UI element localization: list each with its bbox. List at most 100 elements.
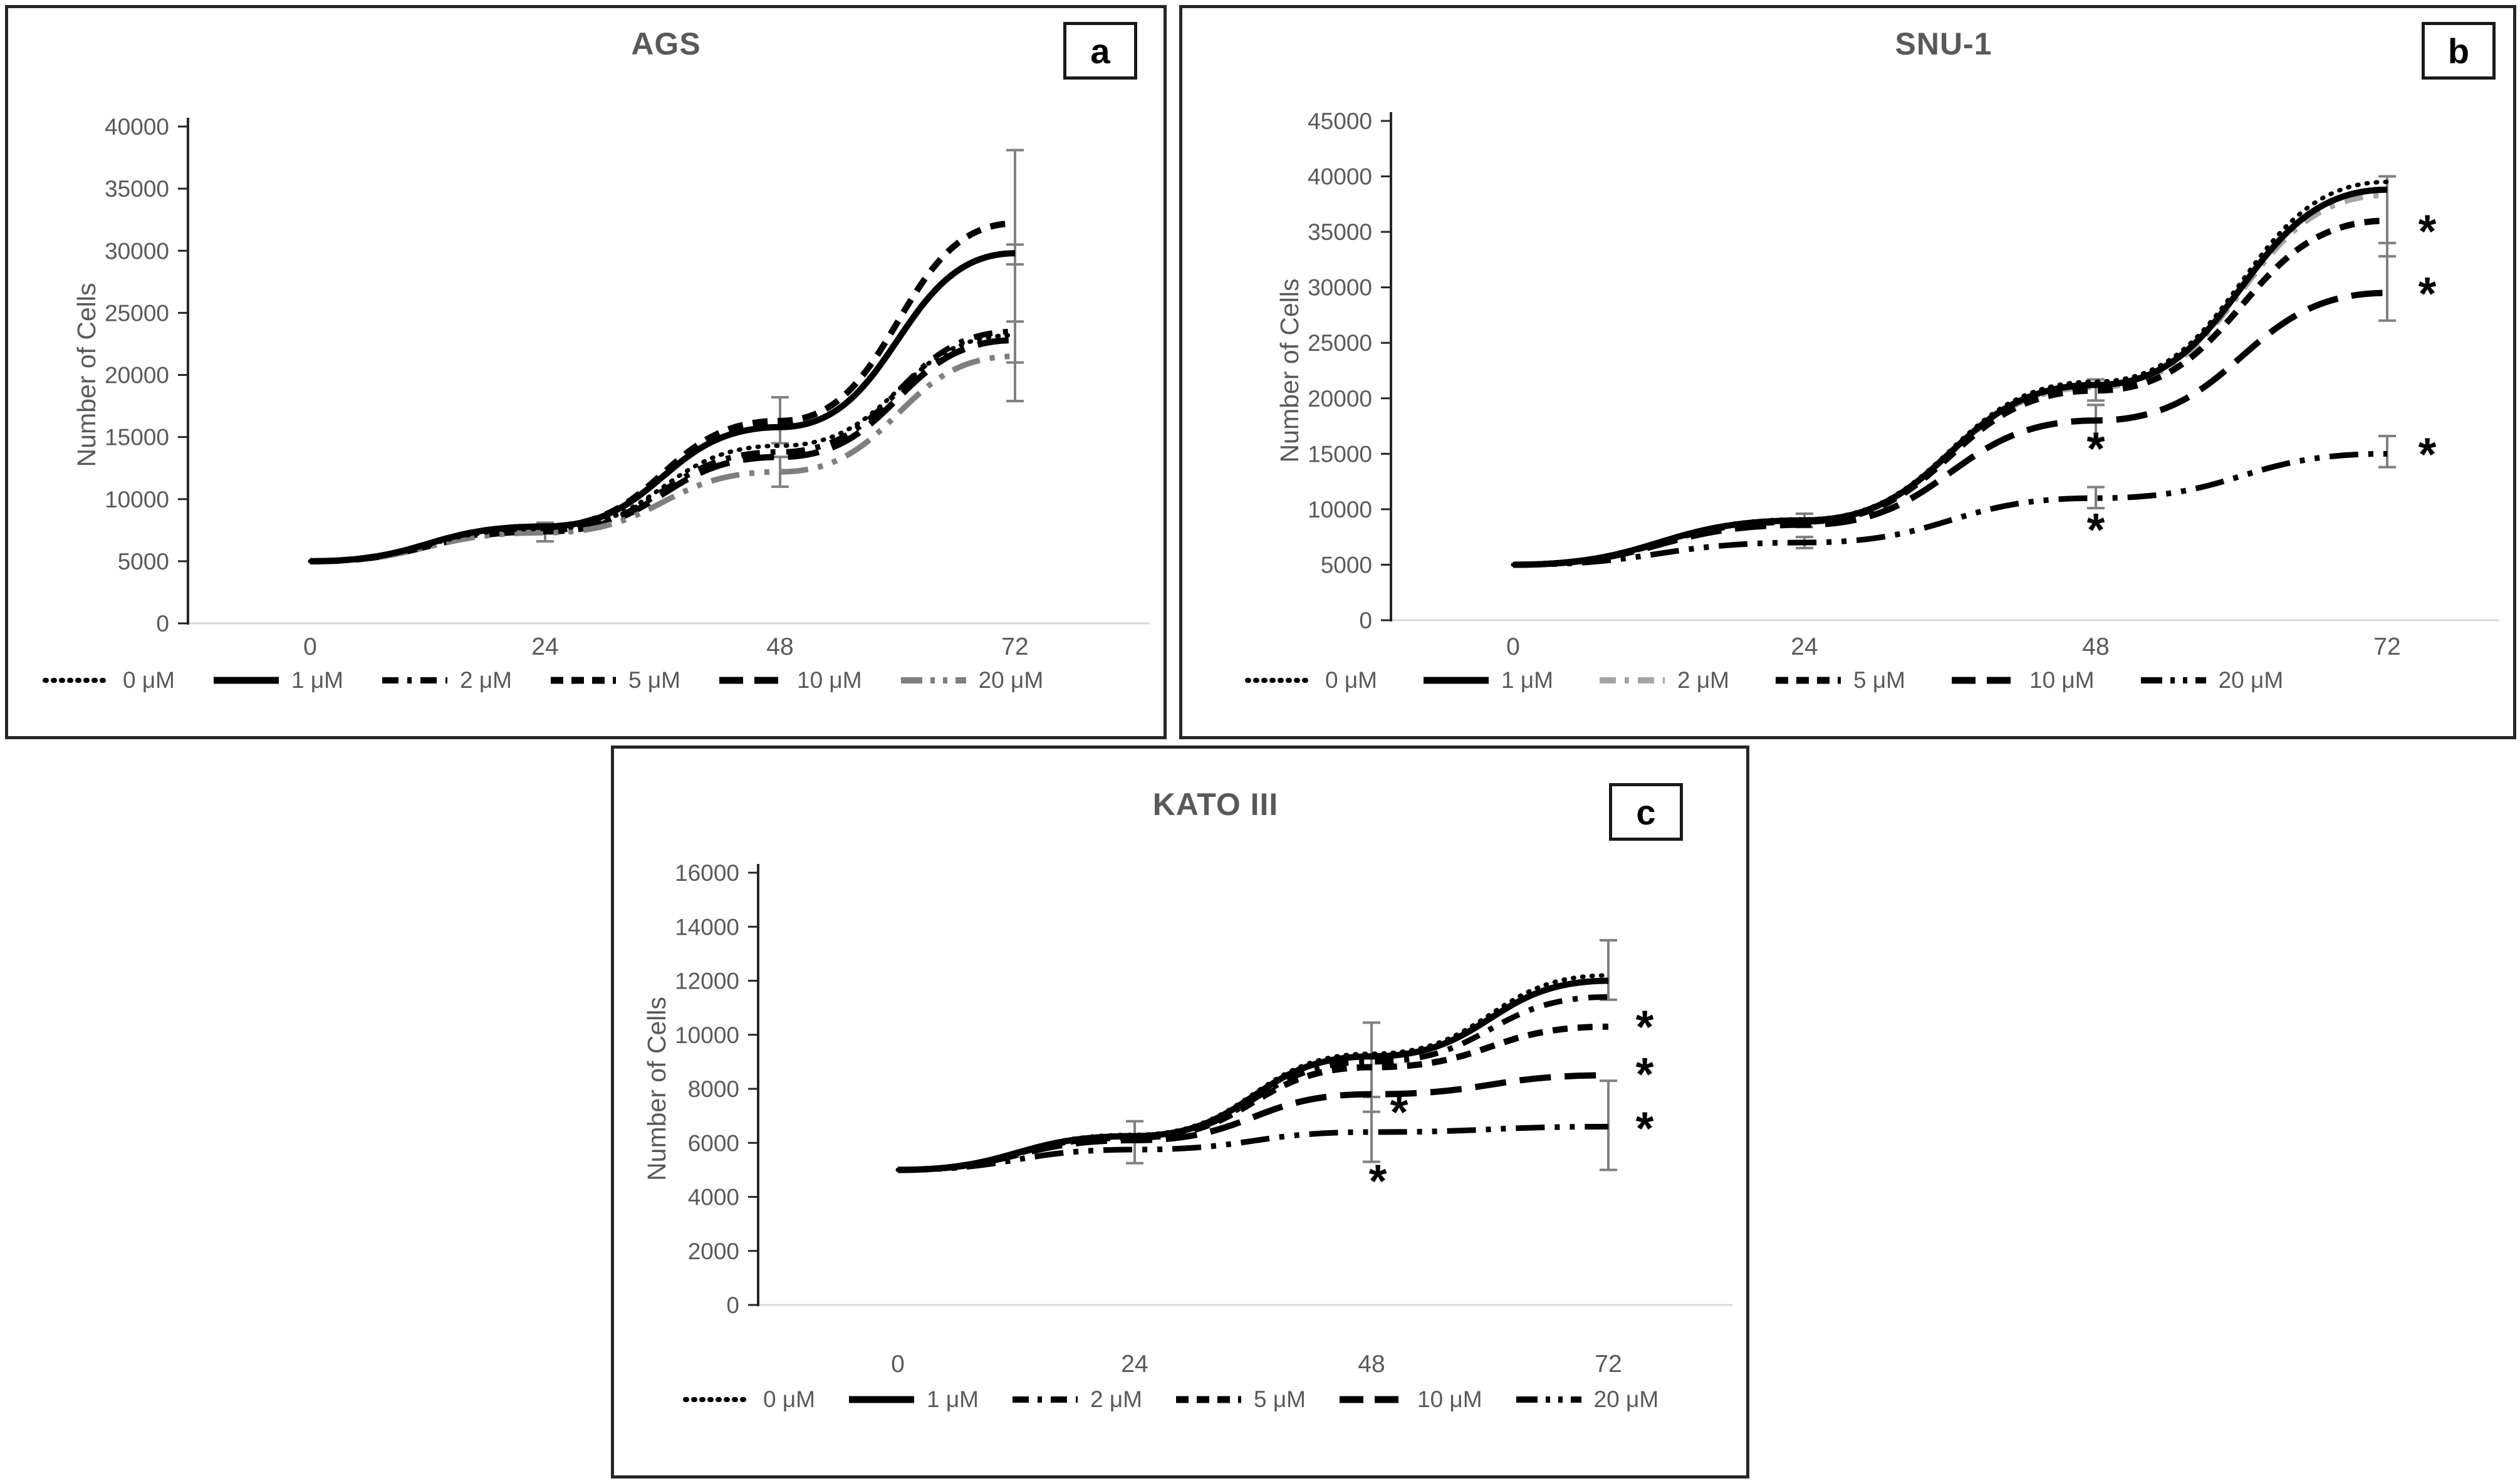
legend-item: 5 μM xyxy=(548,667,680,694)
legend-label: 1 μM xyxy=(291,667,343,693)
y-tick-label: 8000 xyxy=(688,1076,739,1102)
series-lines xyxy=(895,973,1611,1173)
x-tick-label: 48 xyxy=(1358,1351,1385,1378)
y-tick-label: 30000 xyxy=(1308,275,1372,301)
series-line-20μM xyxy=(310,353,1016,564)
y-tick-label: 0 xyxy=(726,1292,739,1318)
y-tick-label: 12000 xyxy=(675,969,739,994)
y-tick-label: 5000 xyxy=(118,549,169,574)
x-axis-labels: 0 24 48 72 xyxy=(1506,633,2401,660)
legend-label: 20 μM xyxy=(1593,1386,1659,1412)
y-tick-label: 4000 xyxy=(688,1185,739,1210)
x-tick-label: 0 xyxy=(891,1351,905,1378)
y-tick-label: 35000 xyxy=(105,176,169,202)
legend-label: 20 μM xyxy=(2218,667,2284,693)
legend-a: 0 μM 1 μM 2 μM 5 μM 10 μM 20 μM xyxy=(43,667,1080,694)
x-tick-label: 72 xyxy=(1595,1351,1622,1378)
legend-item: 0 μM xyxy=(43,667,175,694)
panel-snu1: SNU-1 b 0 5000 10000 15000 20000 25000 30000 35… xyxy=(1179,5,2516,739)
series-line-5μM xyxy=(897,1023,1609,1173)
series-line-5μM xyxy=(310,220,1016,564)
legend-swatch-dashed xyxy=(551,677,616,684)
legend-label: 10 μM xyxy=(797,667,862,693)
legend-item: 10 μM xyxy=(717,667,862,694)
series-line-20μM xyxy=(1513,450,2388,568)
legend-swatch-solid xyxy=(1424,677,1489,684)
legend-swatch-dashed xyxy=(1776,677,1841,684)
panel-letter-a: a xyxy=(1063,22,1137,80)
line-chart-c: 0 2000 4000 6000 8000 10000 12000 14000 16000 0 24… xyxy=(642,860,1732,1378)
panel-kato3: KATO III c 0 2000 4000 6000 8000 10000 12000 14… xyxy=(611,746,1749,1478)
y-tick-label: 0 xyxy=(1359,608,1372,633)
y-tick-label: 14000 xyxy=(675,914,739,940)
legend-item: 10 μM xyxy=(1949,667,2095,694)
y-axis-title: Number of Cells xyxy=(72,283,101,467)
y-tick-label: 5000 xyxy=(1321,552,1372,578)
asterisk-marker: * xyxy=(2418,429,2437,481)
legend-c: 0 μM 1 μM 2 μM 5 μM 10 μM 20 μM xyxy=(683,1386,1690,1413)
series-lines xyxy=(1511,179,2390,568)
x-tick-label: 24 xyxy=(1791,633,1818,660)
y-tick-label: 10000 xyxy=(1308,497,1372,522)
y-axis-title: Number of Cells xyxy=(1275,279,1304,463)
panel-letter-c: c xyxy=(1609,783,1683,841)
error-bars xyxy=(536,148,1024,543)
x-tick-label: 24 xyxy=(1121,1351,1148,1378)
legend-label: 2 μM xyxy=(1677,667,1729,693)
asterisk-marker: * xyxy=(1369,1155,1387,1207)
y-axis-ticks: 0 2000 4000 6000 8000 10000 12000 14000 16000 xyxy=(675,860,758,1318)
legend-item: 20 μM xyxy=(1514,1386,1659,1413)
y-axis-ticks: 0 5000 10000 15000 20000 25000 30000 35000 40000… xyxy=(1308,108,1391,633)
legend-swatch-dotted xyxy=(1245,678,1315,683)
legend-swatch-dashdot xyxy=(1600,677,1665,683)
series-line-2μM xyxy=(310,328,1016,564)
x-tick-label: 48 xyxy=(2082,633,2109,660)
series-line-0μM xyxy=(308,333,1018,564)
asterisk-marker: * xyxy=(1636,1048,1654,1100)
legend-label: 0 μM xyxy=(123,667,175,693)
series-line-1μM xyxy=(1513,186,2388,568)
y-tick-label: 10000 xyxy=(105,487,169,512)
chart-area-snu1: 0 5000 10000 15000 20000 25000 30000 35000 40000… xyxy=(1182,8,2513,736)
legend-label: 5 μM xyxy=(628,667,680,693)
y-axis-ticks: 0 5000 10000 15000 20000 25000 30000 35000 40000 xyxy=(105,114,188,637)
x-tick-label: 0 xyxy=(1506,633,1520,660)
legend-item: 5 μM xyxy=(1174,1386,1306,1413)
y-tick-label: 15000 xyxy=(105,425,169,450)
asterisk-marker: * xyxy=(1636,1001,1654,1053)
legend-swatch-dashdotdot xyxy=(900,677,966,683)
legend-swatch-dotted xyxy=(43,678,113,683)
series-line-20μM xyxy=(897,1123,1609,1173)
y-tick-label: 25000 xyxy=(1308,330,1372,356)
legend-label: 10 μM xyxy=(2029,667,2095,693)
chart-title-kato3: KATO III xyxy=(1152,787,1279,822)
legend-label: 2 μM xyxy=(460,667,512,693)
legend-swatch-longdash xyxy=(1952,677,2017,684)
legend-swatch-longdash xyxy=(719,677,784,684)
asterisk-marker: * xyxy=(1636,1102,1654,1154)
legend-swatch-dashed xyxy=(1176,1396,1241,1403)
line-chart-b: 0 5000 10000 15000 20000 25000 30000 35000 40000… xyxy=(1275,108,2499,660)
y-tick-label: 45000 xyxy=(1308,108,1372,134)
legend-label: 10 μM xyxy=(1417,1386,1482,1412)
x-axis-labels: 0 24 48 72 xyxy=(891,1351,1622,1378)
x-tick-label: 72 xyxy=(1001,633,1028,660)
legend-item: 1 μM xyxy=(1421,667,1553,694)
y-tick-label: 30000 xyxy=(105,238,169,264)
legend-item: 1 μM xyxy=(211,667,343,694)
series-line-10μM xyxy=(310,336,1016,564)
legend-label: 2 μM xyxy=(1090,1386,1142,1412)
y-tick-label: 40000 xyxy=(105,114,169,140)
legend-swatch-solid xyxy=(214,677,279,684)
legend-swatch-dashdot xyxy=(382,677,447,683)
series-line-10μM xyxy=(1513,289,2388,568)
asterisk-marker: * xyxy=(2087,423,2105,475)
chart-title-ags: AGS xyxy=(631,26,701,61)
legend-label: 1 μM xyxy=(1501,667,1553,693)
legend-item: 0 μM xyxy=(1245,667,1377,694)
asterisk-marker: * xyxy=(2418,268,2437,320)
legend-label: 20 μM xyxy=(978,667,1044,693)
y-tick-label: 20000 xyxy=(105,363,169,388)
line-chart-a: 0 5000 10000 15000 20000 25000 30000 35000 40000… xyxy=(72,114,1150,660)
